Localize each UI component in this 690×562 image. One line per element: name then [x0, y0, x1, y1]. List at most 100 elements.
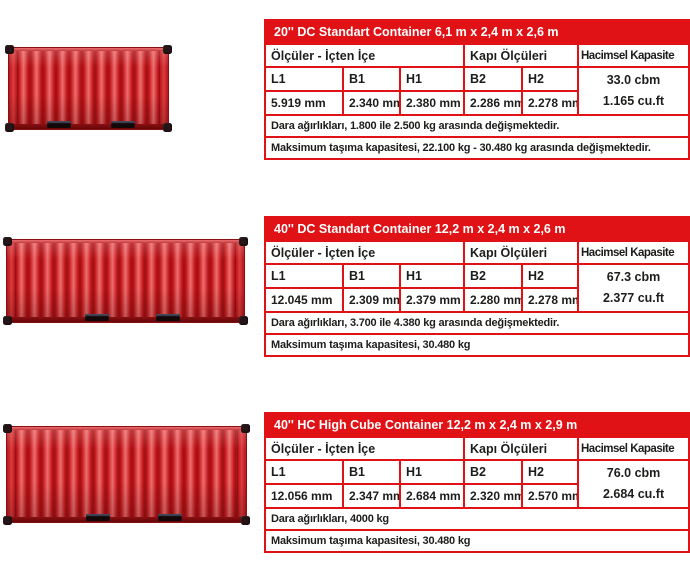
table-title: 40'' HC High Cube Container 12,2 m x 2,4… — [263, 412, 690, 438]
container-right-post — [237, 427, 246, 522]
container-top-rail — [7, 240, 244, 243]
forklift-pocket — [85, 314, 110, 321]
forklift-pocket — [156, 314, 181, 321]
dim-value-h2: 2.570 mm — [521, 483, 579, 509]
dim-value-l1: 12.045 mm — [264, 287, 344, 313]
dim-label-b1: B1 — [342, 459, 401, 485]
dim-label-l1: L1 — [264, 263, 344, 289]
spec-table-40dc: 40'' DC Standart Container 12,2 m x 2,4 … — [263, 216, 690, 357]
corner-casting — [163, 45, 172, 54]
group-header-inner-dimensions: Ölçüler - İçten İçe — [264, 240, 465, 265]
container-corrugation — [15, 430, 238, 517]
capacity-cuft: 1.165 cu.ft — [602, 94, 665, 108]
container-shading — [7, 240, 244, 322]
container-top-rail — [7, 427, 246, 430]
corner-casting — [239, 316, 248, 325]
dim-label-b2: B2 — [463, 263, 523, 289]
container-right-post — [159, 48, 168, 129]
dim-label-l1: L1 — [264, 459, 344, 485]
group-header-door-dimensions: Kapı Ölçüleri — [463, 240, 579, 265]
dim-value-l1: 5.919 mm — [264, 90, 344, 116]
table-title: 40'' DC Standart Container 12,2 m x 2,4 … — [263, 216, 690, 242]
dim-value-h1: 2.684 mm — [399, 483, 465, 509]
container-bottom-rail — [9, 124, 168, 129]
container-left-post — [7, 427, 16, 522]
corner-casting — [5, 45, 14, 54]
forklift-pocket — [157, 514, 182, 521]
max-payload-note: Maksimum taşıma kapasitesi, 30.480 kg — [263, 333, 690, 357]
capacity-cuft: 2.377 cu.ft — [602, 291, 665, 305]
max-payload-note: Maksimum taşıma kapasitesi, 22.100 kg - … — [264, 136, 690, 160]
dim-value-b1: 2.347 mm — [342, 483, 401, 509]
container-body — [6, 239, 245, 323]
container-shading — [7, 427, 246, 522]
forklift-pocket — [110, 121, 135, 128]
forklift-pocket — [47, 121, 72, 128]
capacity-cbm: 76.0 cbm — [606, 466, 661, 481]
container-40dc-illustration — [3, 237, 248, 325]
corner-casting — [239, 237, 248, 246]
tare-weight-note: Dara ağırlıkları, 3.700 ile 4.380 kg ara… — [263, 311, 690, 335]
group-header-volume-capacity: Hacimsel Kapasite — [577, 43, 690, 68]
corner-casting — [3, 237, 12, 246]
dim-label-h1: H1 — [399, 66, 465, 92]
container-left-post — [9, 48, 18, 129]
capacity-cuft: 2.684 cu.ft — [602, 487, 665, 501]
corner-casting — [163, 123, 172, 132]
container-bottom-rail — [7, 517, 246, 522]
dim-label-h2: H2 — [521, 263, 579, 289]
capacity-cell: 67.3 cbm 2.377 cu.ft — [576, 263, 690, 313]
spec-table-20dc: 20'' DC Standart Container 6,1 m x 2,4 m… — [264, 19, 690, 160]
corner-casting — [5, 123, 14, 132]
group-header-inner-dimensions: Ölçüler - İçten İçe — [264, 43, 465, 68]
container-bottom-rail — [7, 317, 244, 322]
capacity-cell: 76.0 cbm 2.684 cu.ft — [576, 459, 690, 509]
dim-value-b2: 2.280 mm — [463, 287, 523, 313]
group-header-volume-capacity: Hacimsel Kapasite — [576, 240, 690, 265]
capacity-cbm: 33.0 cbm — [606, 73, 661, 88]
group-header-inner-dimensions: Ölçüler - İçten İçe — [264, 436, 465, 461]
container-top-rail — [9, 48, 168, 51]
container-shading — [9, 48, 168, 129]
group-header-door-dimensions: Kapı Ölçüleri — [463, 43, 579, 68]
dim-label-h1: H1 — [399, 263, 465, 289]
container-corrugation — [17, 51, 160, 124]
container-body — [6, 426, 247, 523]
container-right-post — [235, 240, 244, 322]
container-20dc-illustration — [5, 45, 172, 132]
group-header-volume-capacity: Hacimsel Kapasite — [576, 436, 690, 461]
container-body — [8, 47, 169, 130]
group-header-door-dimensions: Kapı Ölçüleri — [463, 436, 579, 461]
spec-table-40hc: 40'' HC High Cube Container 12,2 m x 2,4… — [263, 412, 690, 553]
forklift-pocket — [85, 514, 110, 521]
capacity-cbm: 67.3 cbm — [606, 270, 661, 285]
corner-casting — [241, 516, 250, 525]
corner-casting — [241, 424, 250, 433]
dim-value-h1: 2.380 mm — [399, 90, 465, 116]
dim-value-b2: 2.320 mm — [463, 483, 523, 509]
container-40hc-illustration — [3, 424, 250, 525]
dim-label-h2: H2 — [521, 66, 579, 92]
dim-label-l1: L1 — [264, 66, 344, 92]
dim-label-b1: B1 — [342, 66, 401, 92]
max-payload-note: Maksimum taşıma kapasitesi, 30.480 kg — [263, 529, 690, 553]
corner-casting — [3, 424, 12, 433]
dim-value-b1: 2.340 mm — [342, 90, 401, 116]
dim-value-h2: 2.278 mm — [521, 287, 579, 313]
capacity-cell: 33.0 cbm 1.165 cu.ft — [577, 66, 690, 116]
dim-label-h2: H2 — [521, 459, 579, 485]
corner-casting — [3, 316, 12, 325]
dim-value-b1: 2.309 mm — [342, 287, 401, 313]
container-corrugation — [15, 243, 236, 317]
tare-weight-note: Dara ağırlıkları, 4000 kg — [263, 507, 690, 531]
dim-value-h1: 2.379 mm — [399, 287, 465, 313]
corner-casting — [3, 516, 12, 525]
dim-value-b2: 2.286 mm — [463, 90, 523, 116]
dim-label-b2: B2 — [463, 459, 523, 485]
dim-label-b2: B2 — [463, 66, 523, 92]
dim-value-l1: 12.056 mm — [264, 483, 344, 509]
tare-weight-note: Dara ağırlıkları, 1.800 ile 2.500 kg ara… — [264, 114, 690, 138]
dim-value-h2: 2.278 mm — [521, 90, 579, 116]
table-title: 20'' DC Standart Container 6,1 m x 2,4 m… — [264, 19, 690, 45]
